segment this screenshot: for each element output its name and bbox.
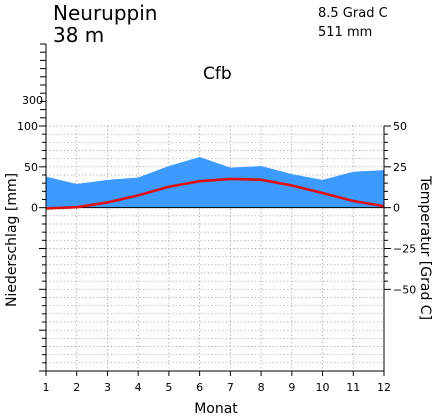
x-tick-label: 5	[165, 381, 172, 394]
precipitation-area	[46, 157, 384, 208]
y-tick-label: 0	[31, 202, 38, 215]
y2-tick-label: 50	[393, 120, 407, 133]
y-tick-label: 100	[17, 120, 38, 133]
y2-tick-label: 0	[393, 202, 400, 215]
x-tick-label: 10	[316, 381, 330, 394]
x-axis-title: Monat	[194, 401, 238, 416]
x-tick-label: 4	[135, 381, 142, 394]
station-name: Neuruppin	[53, 1, 157, 25]
x-tick-label: 9	[288, 381, 295, 394]
x-tick-label: 1	[43, 381, 50, 394]
y2-axis-title: Temperatur [Grad C]	[417, 175, 433, 320]
x-tick-label: 2	[73, 381, 80, 394]
grid	[45, 125, 385, 372]
y-tick-label: 50	[24, 161, 38, 174]
x-tick-label: 6	[196, 381, 203, 394]
y2-tick-label: −50	[393, 283, 416, 296]
mean-temperature: 8.5 Grad C	[318, 6, 388, 21]
y-axis-title: Niederschlag [mm]	[4, 173, 20, 307]
x-tick-label: 12	[377, 381, 391, 394]
x-tick-label: 7	[227, 381, 234, 394]
data-layer	[45, 157, 385, 210]
y-upper-tick-label: 300	[22, 94, 43, 107]
annual-precipitation: 511 mm	[318, 25, 372, 40]
x-tick-label: 8	[258, 381, 265, 394]
y2-tick-label: −25	[393, 243, 416, 256]
x-tick-label: 3	[104, 381, 111, 394]
climate-class: Cfb	[203, 64, 232, 84]
station-elevation: 38 m	[53, 23, 104, 47]
y2-tick-label: 25	[393, 161, 407, 174]
temperature-line	[45, 177, 385, 210]
x-tick-label: 11	[346, 381, 360, 394]
